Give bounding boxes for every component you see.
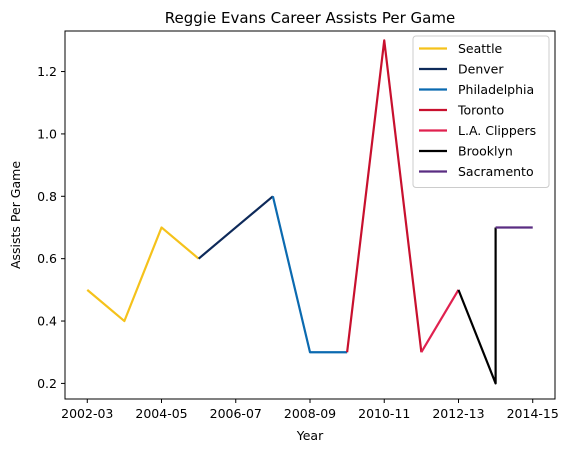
series-line-l-a-clippers (420, 289, 460, 353)
series-line-toronto (346, 39, 423, 353)
chart-title: Reggie Evans Career Assists Per Game (165, 9, 455, 27)
y-tick-label: 1.2 (37, 64, 57, 79)
series-line-denver (197, 195, 274, 260)
y-tick-label: 0.8 (37, 189, 57, 204)
series-lines (86, 39, 533, 385)
y-axis-ticks: 0.2 0.4 0.6 0.8 1.0 1.2 (37, 64, 65, 391)
x-tick-label: 2010-11 (358, 406, 410, 421)
legend-label: Sacramento (458, 164, 534, 179)
y-tick-label: 0.4 (37, 314, 57, 329)
legend-box (412, 35, 550, 188)
legend: Seattle Denver Philadelphia Toronto L.A. Cli… (412, 35, 550, 188)
x-axis-label: Year (296, 428, 324, 443)
y-tick-label: 0.2 (37, 376, 57, 391)
series-line-philadelphia (271, 196, 348, 354)
x-tick-label: 2012-13 (432, 406, 484, 421)
x-tick-label: 2002-03 (61, 406, 113, 421)
legend-label: L.A. Clippers (458, 123, 536, 138)
series-line-seattle (86, 226, 200, 323)
series-line-brooklyn (457, 227, 497, 385)
x-tick-label: 2004-05 (135, 406, 187, 421)
y-axis-label: Assists Per Game (8, 161, 23, 269)
legend-label: Denver (458, 62, 504, 77)
legend-label: Seattle (458, 41, 503, 56)
x-tick-label: 2014-15 (507, 406, 559, 421)
x-axis-ticks: 2002-03 2004-05 2006-07 2008-09 2010-11 2012-… (61, 399, 559, 421)
legend-label: Philadelphia (458, 82, 534, 97)
legend-label: Brooklyn (458, 144, 513, 159)
y-tick-label: 0.6 (37, 251, 57, 266)
x-tick-label: 2008-09 (284, 406, 336, 421)
x-tick-label: 2006-07 (210, 406, 262, 421)
legend-label: Toronto (457, 103, 504, 118)
y-tick-label: 1.0 (37, 126, 57, 141)
